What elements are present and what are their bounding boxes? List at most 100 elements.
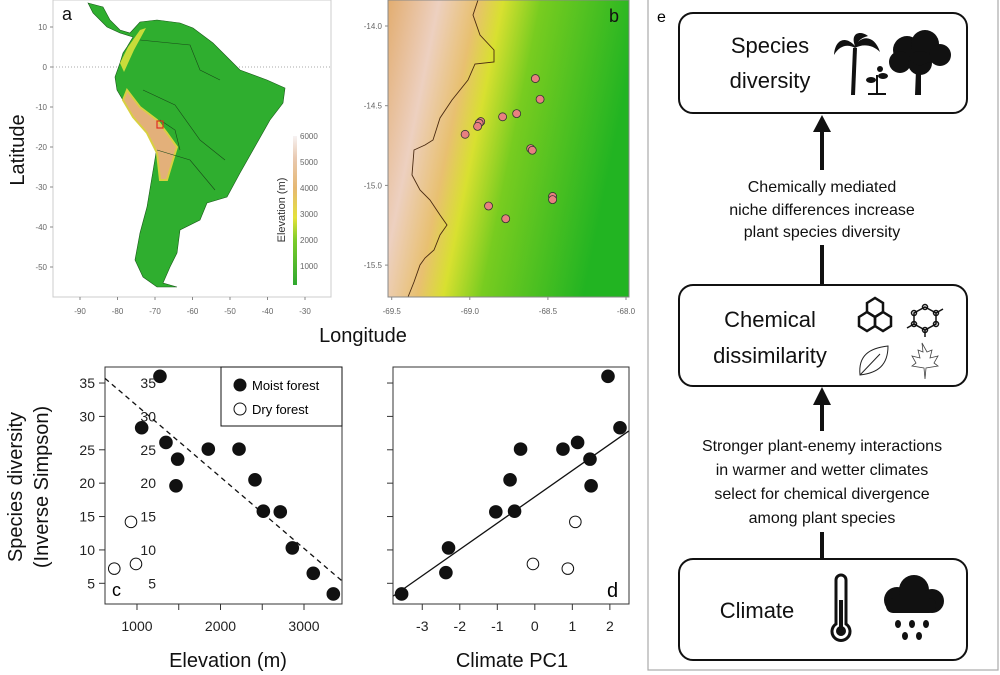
lat-tick-label: -14.0 xyxy=(364,22,383,31)
colorbar-title: Elevation (m) xyxy=(276,178,288,243)
y-tick-label: 15 xyxy=(79,509,95,525)
climate-box: Climate xyxy=(678,558,968,661)
y-tick-label: 5 xyxy=(148,575,156,591)
x-tick-label: 2000 xyxy=(205,618,236,634)
lon-tick-label: -69.0 xyxy=(461,307,480,316)
moist-forest-point xyxy=(159,435,173,450)
study-site-point xyxy=(498,112,508,122)
panel-label-b: b xyxy=(609,6,619,26)
x-tick-label: -3 xyxy=(416,618,429,634)
moist-forest-point xyxy=(394,587,409,601)
lon-tick-label: -69.5 xyxy=(383,307,402,316)
lat-ticks-b: -14.0 -14.5 -15.0 -15.5 xyxy=(364,22,388,270)
study-site-point xyxy=(548,195,557,205)
lon-tick-label: -40 xyxy=(262,307,274,316)
moist-forest-point xyxy=(583,452,597,466)
study-site-point xyxy=(512,109,522,119)
x-axis-label-c: Elevation (m) xyxy=(169,650,287,672)
lon-ticks-a: -90 -80 -70 -60 -50 -40 -30 xyxy=(74,297,311,316)
moist-forest-point xyxy=(326,587,341,601)
dry-forest-marker xyxy=(233,402,247,416)
moist-forest-point xyxy=(503,473,517,487)
lat-tick-label: -40 xyxy=(35,223,47,232)
seedling-icon xyxy=(866,66,888,95)
moist-forest-point xyxy=(273,505,288,519)
study-site-point xyxy=(527,145,537,155)
colorbar-tick-label: 6000 xyxy=(300,132,318,141)
colorbar-tick-label: 1000 xyxy=(300,262,318,271)
moist-forest-point xyxy=(584,479,598,493)
study-site-point xyxy=(531,74,540,83)
moist-forest-point xyxy=(232,442,246,456)
species-diversity-box: Species diversity xyxy=(678,12,968,114)
elevation-raster xyxy=(388,0,629,297)
y-tick-label: 35 xyxy=(140,375,156,391)
inverse-simpson-label: (Inverse Simpson) xyxy=(31,406,53,568)
lon-tick-label: -50 xyxy=(224,307,236,316)
y-tick-label: 25 xyxy=(140,442,156,458)
arrow-up-1 xyxy=(813,115,831,285)
scatter-panel-c: 1000 2000 3000 5 10 15 20 25 30 35 xyxy=(79,366,343,634)
box-text: diversity xyxy=(730,68,811,93)
y-tick-label: 20 xyxy=(140,475,156,491)
lat-tick-label: -30 xyxy=(35,183,47,192)
legend-dry-forest: Dry forest xyxy=(252,402,309,417)
rain-cloud-icon xyxy=(884,575,944,640)
colorbar-tick-label: 5000 xyxy=(300,158,318,167)
border-line xyxy=(407,0,495,298)
dry-forest-point xyxy=(129,557,143,571)
moist-forest-point xyxy=(601,369,615,384)
box-text: Chemical xyxy=(724,307,816,332)
y-tick-label: 25 xyxy=(79,442,95,458)
colorbar-tick-label: 2000 xyxy=(300,236,318,245)
arrow-text-line: Chemically mediated xyxy=(748,179,897,196)
latitude-label: Latitude xyxy=(7,114,29,185)
arrow-text-line: Stronger plant-enemy interactions xyxy=(702,438,942,455)
y-tick-label: 30 xyxy=(140,408,156,424)
x-tick-label: 1000 xyxy=(121,618,152,634)
species-diversity-label: Species diversity xyxy=(5,412,27,562)
x-tick-label: -1 xyxy=(491,618,504,634)
elevation-colorbar xyxy=(293,136,297,285)
y-tick-label: 35 xyxy=(79,375,95,391)
lon-ticks-b: -69.5 -69.0 -68.5 -68.0 xyxy=(383,297,636,316)
y-tick-label: 20 xyxy=(79,475,95,491)
legend: Moist forest Dry forest xyxy=(220,366,343,427)
moist-forest-point xyxy=(134,420,149,435)
x-tick-label: 2 xyxy=(606,618,614,634)
moist-forest-point xyxy=(248,473,262,487)
dry-forest-point xyxy=(107,562,121,575)
moist-forest-point xyxy=(439,565,453,580)
box-text: dissimilarity xyxy=(713,343,827,368)
lon-tick-label: -60 xyxy=(187,307,199,316)
moist-forest-point xyxy=(169,479,183,493)
arrow-text-line: among plant species xyxy=(749,510,896,527)
lat-tick-label: -20 xyxy=(35,143,47,152)
maple-leaf-icon xyxy=(911,342,939,380)
arrow-text-line: plant species diversity xyxy=(744,224,901,241)
south-america-landmass xyxy=(87,2,286,288)
tree-icon xyxy=(889,30,951,95)
lower-arrow-text: Stronger plant-enemy interactions in war… xyxy=(702,438,942,527)
lon-tick-label: -70 xyxy=(149,307,161,316)
upper-arrow-text: Chemically mediated niche differences in… xyxy=(729,179,915,241)
arrow-text-line: in warmer and wetter climates xyxy=(716,462,929,479)
lat-tick-label: -14.5 xyxy=(364,102,383,111)
study-site-point xyxy=(501,214,511,224)
dry-forest-point xyxy=(526,557,540,571)
study-area-box xyxy=(156,120,164,129)
lon-tick-label: -30 xyxy=(299,307,311,316)
moist-forest-point xyxy=(489,505,503,519)
lat-tick-label: -50 xyxy=(35,263,47,272)
palm-tree-icon xyxy=(834,33,880,95)
y-tick-label: 30 xyxy=(79,408,95,424)
moist-forest-point xyxy=(570,435,585,450)
legend-moist-forest: Moist forest xyxy=(252,378,320,393)
moist-forest-point xyxy=(556,442,570,456)
moist-forest-point xyxy=(285,541,300,555)
moist-forest-point xyxy=(441,541,456,555)
x-tick-label: 0 xyxy=(531,618,539,634)
study-site-point xyxy=(535,94,545,104)
leaf-icon xyxy=(859,345,889,376)
